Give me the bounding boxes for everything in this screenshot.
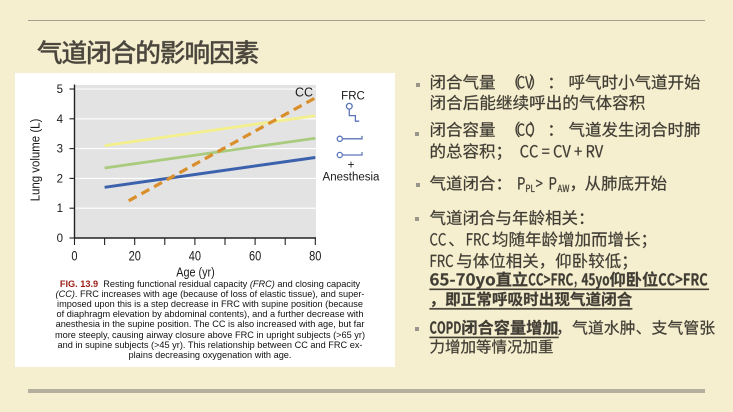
svg-text:0: 0 (57, 233, 63, 245)
svg-text:80: 80 (309, 248, 321, 263)
svg-text:60: 60 (249, 248, 261, 263)
svg-text:2: 2 (57, 173, 63, 185)
svg-text:FRC: FRC (341, 91, 365, 103)
svg-text:3: 3 (57, 144, 63, 156)
svg-text:20: 20 (129, 248, 141, 263)
svg-text:4: 4 (57, 114, 64, 126)
svg-text:40: 40 (189, 248, 201, 263)
svg-text:1: 1 (57, 203, 63, 215)
svg-text:Lung volume (L): Lung volume (L) (28, 119, 43, 202)
svg-text:CC: CC (295, 86, 313, 100)
svg-text:0: 0 (71, 248, 77, 263)
svg-text:5: 5 (57, 84, 63, 96)
svg-text:Age (yr): Age (yr) (176, 264, 214, 279)
svg-text:Anesthesia: Anesthesia (323, 172, 381, 184)
svg-text:+: + (347, 158, 354, 172)
